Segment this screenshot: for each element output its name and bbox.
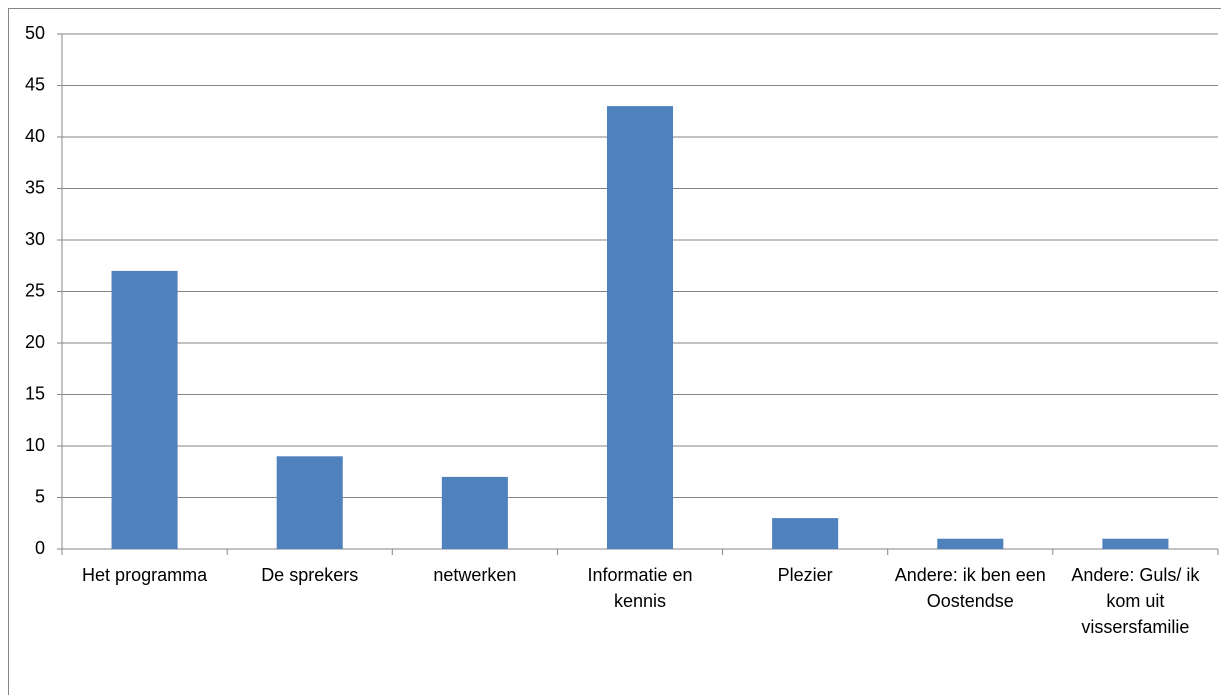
x-tick-label: Andere: ik ben een Oostendse [894, 565, 1046, 611]
y-tick-label: 20 [25, 332, 45, 352]
bar [441, 476, 508, 549]
y-tick-label: 5 [35, 486, 45, 506]
x-tick-label: netwerken [433, 565, 517, 585]
x-tick-label: Het programma [82, 565, 208, 585]
bar [111, 270, 178, 549]
y-tick-label: 10 [25, 435, 45, 455]
x-tick-label: Plezier [777, 565, 833, 585]
y-tick-label: 25 [25, 280, 45, 300]
x-tick-label: De sprekers [261, 565, 359, 585]
bar [1102, 538, 1169, 549]
y-tick-label: 30 [25, 229, 45, 249]
y-tick-label: 0 [35, 538, 45, 558]
y-tick-label: 40 [25, 126, 45, 146]
bar [937, 538, 1004, 549]
y-tick-label: 50 [25, 23, 45, 43]
y-tick-label: 35 [25, 177, 45, 197]
bar [772, 518, 839, 549]
x-tick-label: Informatie en kennis [587, 565, 693, 611]
chart-frame [8, 8, 1221, 695]
bar [276, 456, 343, 549]
y-tick-label: 15 [25, 383, 45, 403]
y-tick-label: 45 [25, 74, 45, 94]
x-tick-label: Andere: Guls/ ik kom uit vissersfamilie [1071, 565, 1200, 637]
bar [606, 106, 674, 549]
